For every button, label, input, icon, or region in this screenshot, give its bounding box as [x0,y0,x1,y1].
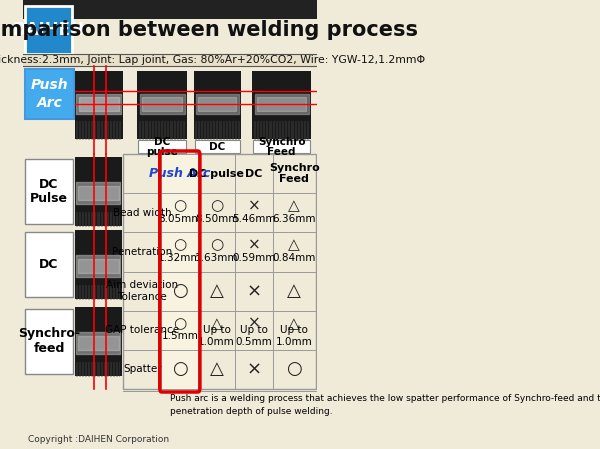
Bar [253,71,311,139]
Text: Aim deviation
Tolerance: Aim deviation Tolerance [106,280,178,302]
Text: 1.32mm: 1.32mm [158,253,202,263]
Text: △: △ [211,316,223,331]
Text: 8.05mm: 8.05mm [158,214,202,224]
Text: ○: ○ [210,238,223,252]
Text: DC: DC [209,142,226,152]
Text: ×: × [247,316,260,331]
Text: △: △ [289,238,300,252]
Text: Work: SPCC, Thickness:2.3mm, Joint: Lap joint, Gas: 80%Ar+20%CO2, Wire: YGW-12,1: Work: SPCC, Thickness:2.3mm, Joint: Lap … [0,55,425,65]
Bar [138,140,186,153]
Text: △: △ [209,282,224,300]
Text: △: △ [289,316,300,331]
Text: 0.84mm: 0.84mm [272,253,316,263]
Text: 1.63mm: 1.63mm [195,253,238,263]
Bar [137,71,187,139]
Text: ×: × [246,282,262,300]
Text: 8.50mm: 8.50mm [195,214,238,224]
Text: ○: ○ [173,316,187,331]
Text: Push
Arc: Push Arc [31,78,68,110]
Bar [25,6,71,54]
Text: Synchro-
feed: Synchro- feed [18,327,80,356]
Text: ×: × [247,238,260,252]
Text: Synchro
Feed: Synchro Feed [269,163,320,185]
Bar [74,71,124,139]
Text: DC: DC [40,258,59,271]
Text: DC
pulse: DC pulse [146,136,178,158]
Text: DC
Pulse: DC Pulse [30,177,68,206]
Bar [74,230,122,299]
Bar [25,69,74,119]
Text: 5.46mm: 5.46mm [232,214,275,224]
Bar [161,154,199,389]
Text: ○: ○ [210,198,223,213]
Text: ○: ○ [173,198,187,213]
Text: Push Arc: Push Arc [149,167,211,180]
Text: Push arc is a welding process that achieves the low spatter performance of Synch: Push arc is a welding process that achie… [170,394,600,416]
Text: Up to
0.5mm: Up to 0.5mm [235,325,272,347]
Bar [74,157,122,226]
Text: GAP tolerance: GAP tolerance [105,325,179,335]
Text: Up to
1.0mm: Up to 1.0mm [276,325,313,347]
Text: ○: ○ [286,361,302,379]
Text: DAIHEN: DAIHEN [12,21,84,39]
Text: Comparison between welding process: Comparison between welding process [0,20,418,40]
Bar [124,154,316,389]
Bar [253,140,310,153]
Text: Spatter: Spatter [123,365,161,374]
Bar [194,71,241,139]
Text: 1.5mm: 1.5mm [161,331,198,341]
Bar [25,232,73,297]
Bar [194,140,240,153]
Text: DC pulse: DC pulse [189,168,244,179]
Bar [23,0,317,19]
Bar [25,159,73,224]
Bar [25,309,73,374]
Text: Bead width: Bead width [113,208,172,218]
Text: Copyright :DAIHEN Corporation: Copyright :DAIHEN Corporation [28,435,169,444]
Text: △: △ [287,282,301,300]
Text: 0.59mm: 0.59mm [232,253,275,263]
Text: DC: DC [245,168,262,179]
Text: ×: × [246,361,262,379]
Text: Up to
1.0mm: Up to 1.0mm [198,325,235,347]
Text: △: △ [289,198,300,213]
Text: Synchro
Feed: Synchro Feed [258,136,305,158]
Text: ○: ○ [172,282,188,300]
Text: ×: × [247,198,260,213]
Text: ○: ○ [173,238,187,252]
Text: 6.36mm: 6.36mm [272,214,316,224]
Text: ○: ○ [172,361,188,379]
Bar [23,54,317,66]
Text: △: △ [209,361,224,379]
Text: Penetration: Penetration [112,247,172,257]
Bar [74,307,122,376]
